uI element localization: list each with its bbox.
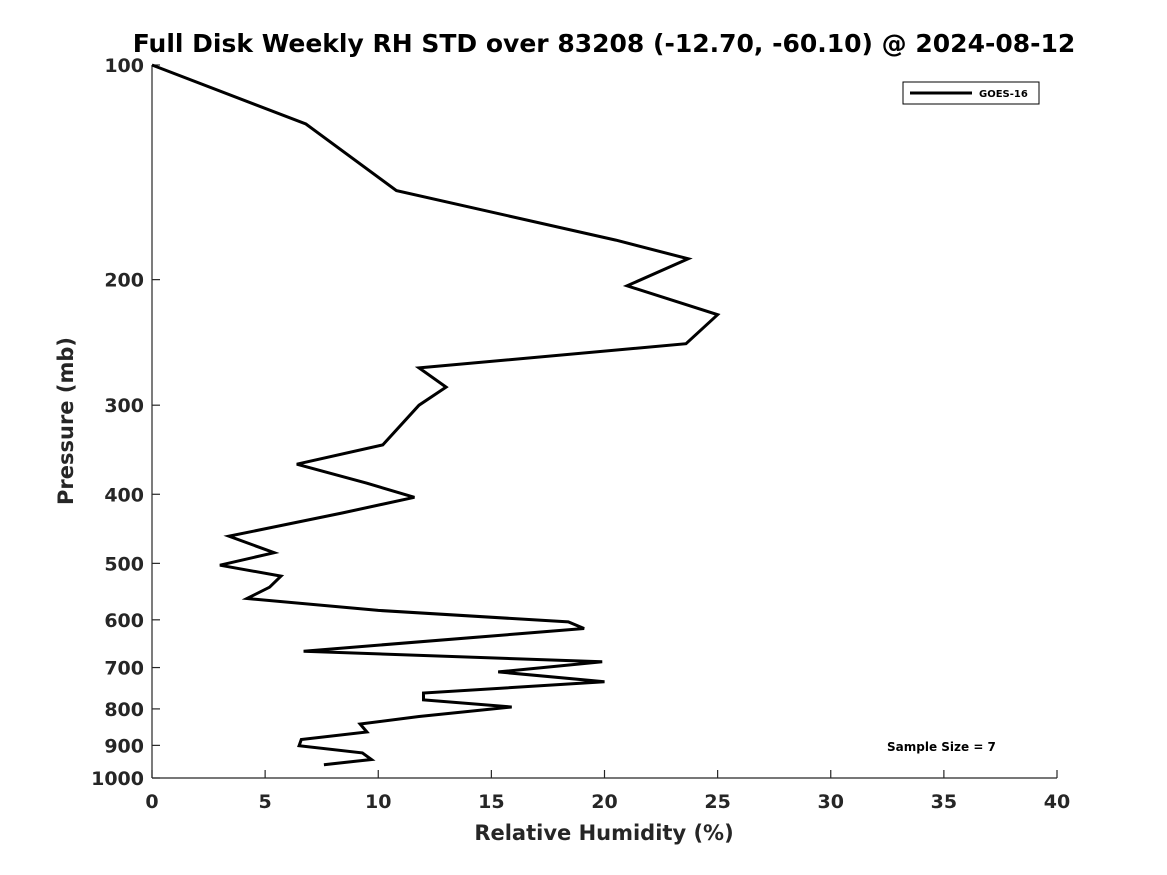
x-tick-label: 35 <box>931 791 957 813</box>
series-line-goes-16 <box>151 63 721 767</box>
sample-size-annotation: Sample Size = 7 <box>887 740 996 754</box>
y-tick-label: 800 <box>104 699 144 721</box>
y-tick-label: 900 <box>104 735 144 757</box>
y-tick-label: 600 <box>104 610 144 632</box>
y-tick-label: 300 <box>104 395 144 417</box>
x-tick-label: 30 <box>818 791 844 813</box>
legend: GOES-16 <box>902 81 1040 105</box>
x-tick-label: 20 <box>591 791 617 813</box>
x-tick-label: 0 <box>145 791 158 813</box>
x-ticks: 0 5 10 15 20 25 30 35 40 <box>145 770 1070 813</box>
x-tick-label: 25 <box>704 791 730 813</box>
y-tick-label: 1000 <box>91 768 144 790</box>
y-tick-label: 100 <box>104 55 144 77</box>
chart-title: Full Disk Weekly RH STD over 83208 (-12.… <box>133 29 1076 58</box>
x-tick-label: 40 <box>1044 791 1070 813</box>
x-tick-label: 10 <box>365 791 391 813</box>
x-tick-label: 5 <box>259 791 272 813</box>
y-axis-label: Pressure (mb) <box>54 337 78 505</box>
x-tick-label: 15 <box>478 791 504 813</box>
y-tick-label: 700 <box>104 658 144 680</box>
y-ticks: 100 200 300 400 500 600 700 800 900 1000 <box>91 55 160 790</box>
x-axis-label: Relative Humidity (%) <box>474 821 733 845</box>
y-tick-label: 200 <box>104 270 144 292</box>
y-tick-label: 400 <box>104 484 144 506</box>
y-tick-label: 500 <box>104 553 144 575</box>
legend-entry-goes-16: GOES-16 <box>979 89 1028 100</box>
